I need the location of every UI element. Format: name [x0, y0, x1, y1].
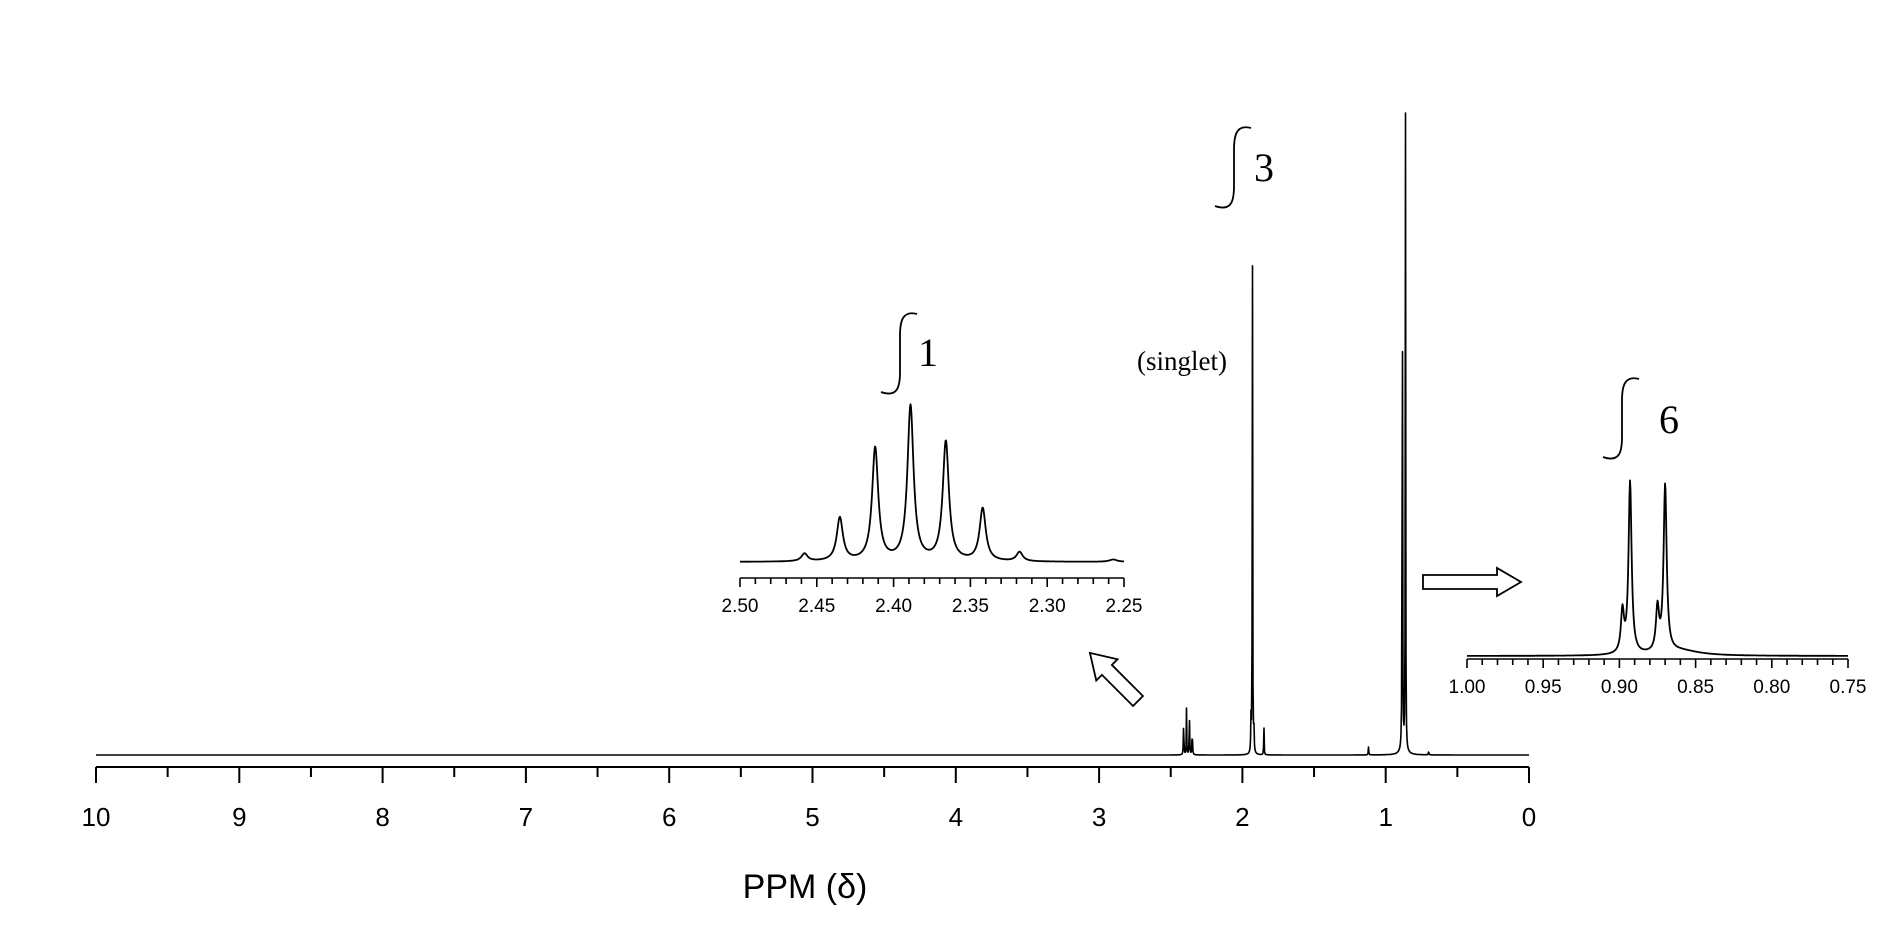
- main-tick-label: 9: [232, 802, 246, 832]
- integral-1: 1: [880, 312, 938, 395]
- inset2-tick-label: 0.75: [1830, 677, 1867, 698]
- integral-sign-icon: [880, 312, 918, 395]
- main-tick-label: 10: [82, 802, 111, 832]
- arrow-to-multiplet-icon: [1088, 651, 1145, 708]
- integral-value-6: 6: [1659, 397, 1679, 442]
- integral-sign-icon: [1602, 377, 1640, 460]
- main-spectrum: 10 9 8 7 6 5 4 3 2 1 0 PPM (δ): [82, 112, 1537, 906]
- inset-multiplet-plot: 2.50 2.45 2.40 2.35 2.30 2.25: [722, 403, 1143, 617]
- inset2-tick-label: 0.85: [1677, 677, 1714, 698]
- singlet-annotation: (singlet): [1137, 346, 1227, 376]
- integral-value-1: 1: [918, 330, 938, 375]
- inset1-tick-label: 2.40: [875, 596, 912, 617]
- inset2-tick-label: 0.95: [1525, 677, 1562, 698]
- main-x-axis-label: PPM (δ): [743, 868, 868, 906]
- integral-value-3: 3: [1254, 145, 1274, 190]
- main-tick-label: 5: [805, 802, 819, 832]
- main-tick-label: 4: [949, 802, 963, 832]
- singlet-label: (singlet): [1137, 346, 1227, 376]
- inset1-tick-label: 2.30: [1029, 596, 1066, 617]
- inset1-x-ticks: [739, 578, 1125, 587]
- main-spectrum-trace: [95, 112, 1530, 756]
- inset1-tick-label: 2.45: [798, 596, 835, 617]
- inset1-tick-label: 2.25: [1106, 596, 1143, 617]
- inset2-tick-label: 1.00: [1449, 677, 1486, 698]
- inset1-x-tick-labels: 2.50 2.45 2.40 2.35 2.30 2.25: [722, 596, 1143, 617]
- main-x-tick-labels: 10 9 8 7 6 5 4 3 2 1 0: [82, 802, 1537, 832]
- inset2-tick-label: 0.90: [1601, 677, 1638, 698]
- inset1-tick-label: 2.50: [722, 596, 759, 617]
- main-tick-label: 1: [1378, 802, 1392, 832]
- main-tick-label: 2: [1235, 802, 1249, 832]
- integral-sign-icon: [1214, 126, 1252, 209]
- main-tick-label: 7: [519, 802, 533, 832]
- integral-3: 3: [1214, 126, 1274, 209]
- inset2-tick-label: 0.80: [1753, 677, 1790, 698]
- inset2-trace: [1466, 479, 1849, 657]
- inset-doublet-plot: 1.00 0.95 0.90 0.85 0.80 0.75: [1449, 479, 1867, 698]
- arrow-to-doublet-icon: [1422, 566, 1523, 598]
- inset1-tick-label: 2.35: [952, 596, 989, 617]
- integral-6: 6: [1602, 377, 1679, 460]
- inset2-x-ticks: [1466, 659, 1849, 668]
- inset2-x-tick-labels: 1.00 0.95 0.90 0.85 0.80 0.75: [1449, 677, 1867, 698]
- main-tick-label: 8: [375, 802, 389, 832]
- inset1-trace: [739, 403, 1125, 563]
- main-tick-label: 3: [1092, 802, 1106, 832]
- main-x-ticks: [95, 767, 1530, 783]
- main-tick-label: 0: [1522, 802, 1536, 832]
- main-tick-label: 6: [662, 802, 676, 832]
